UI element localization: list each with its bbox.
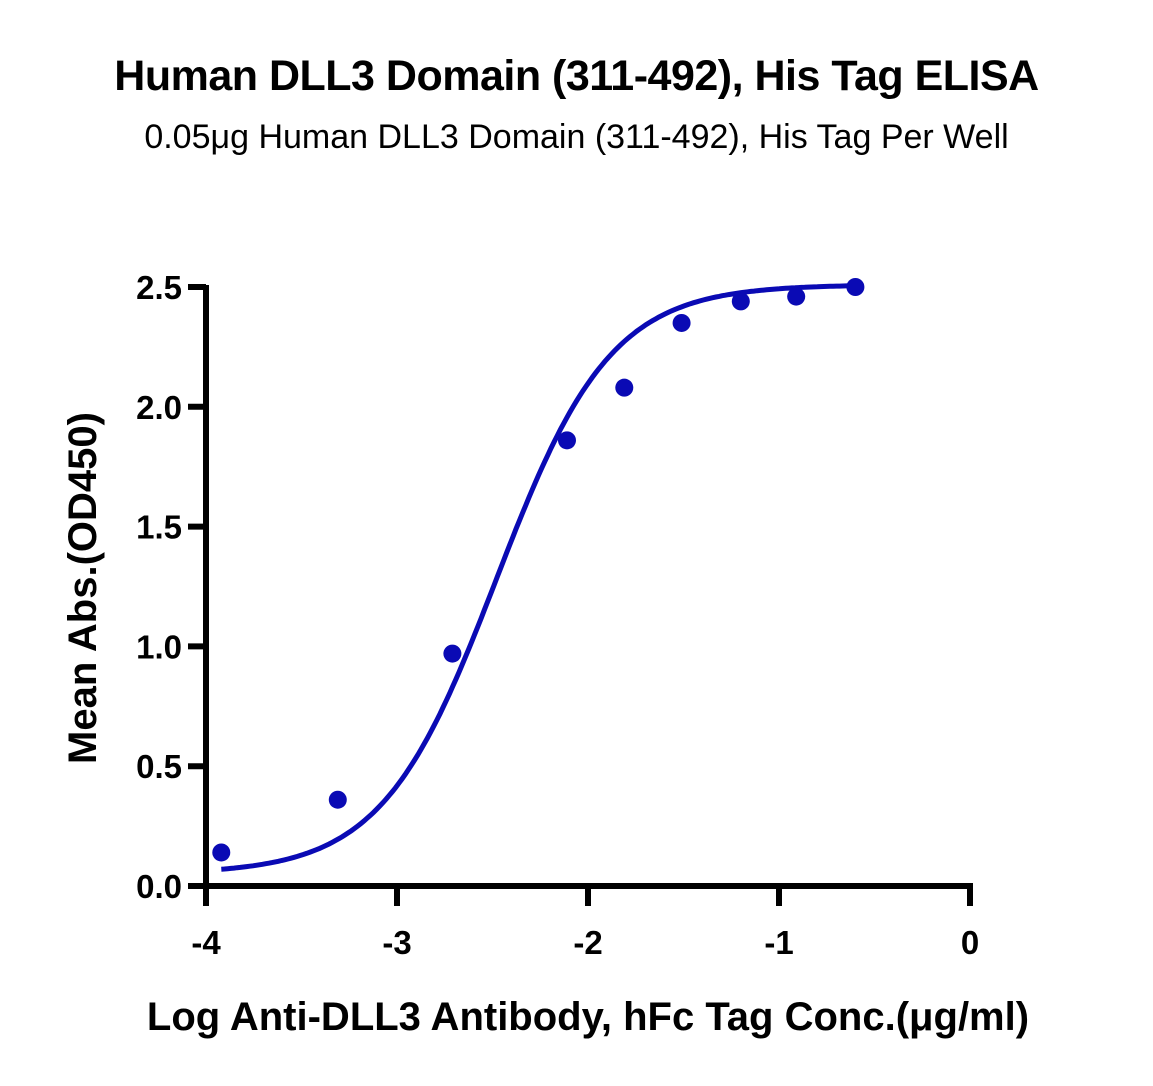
x-tick-label: -2 [573,924,602,961]
y-tick-label: 2.0 [136,389,182,426]
axes: 0.0 0.5 1.0 1.5 2.0 2.5 -4 -3 -2 -1 0 [136,269,979,961]
data-point [557,431,576,450]
data-point [443,644,462,663]
x-axis-title: Log Anti-DLL3 Antibody, hFc Tag Conc.(μg… [147,995,1029,1039]
y-tick-label: 0.0 [136,868,182,905]
data-point [787,287,806,306]
y-tick-label: 0.5 [136,748,182,785]
data-point [328,790,347,809]
data-point [846,278,865,296]
y-tick-label: 2.5 [136,269,182,306]
x-tick-label: -3 [382,924,411,961]
x-tick-label: -4 [191,924,221,961]
data-point [731,292,750,311]
chart-subtitle: 0.05μg Human DLL3 Domain (311-492), His … [144,118,1009,156]
x-tick-label: -1 [764,924,793,961]
data-point [212,843,231,862]
y-tick-label: 1.5 [136,509,182,546]
chart-title: Human DLL3 Domain (311-492), His Tag ELI… [114,52,1039,100]
data-point [615,378,634,397]
y-tick-label: 1.0 [136,628,182,665]
y-axis-title: Mean Abs.(OD450) [61,412,105,764]
fit-curve [221,283,856,872]
data-points [212,278,865,862]
fit-curve-path [221,283,856,872]
x-tick-label: 0 [961,924,979,961]
data-point [672,313,691,332]
